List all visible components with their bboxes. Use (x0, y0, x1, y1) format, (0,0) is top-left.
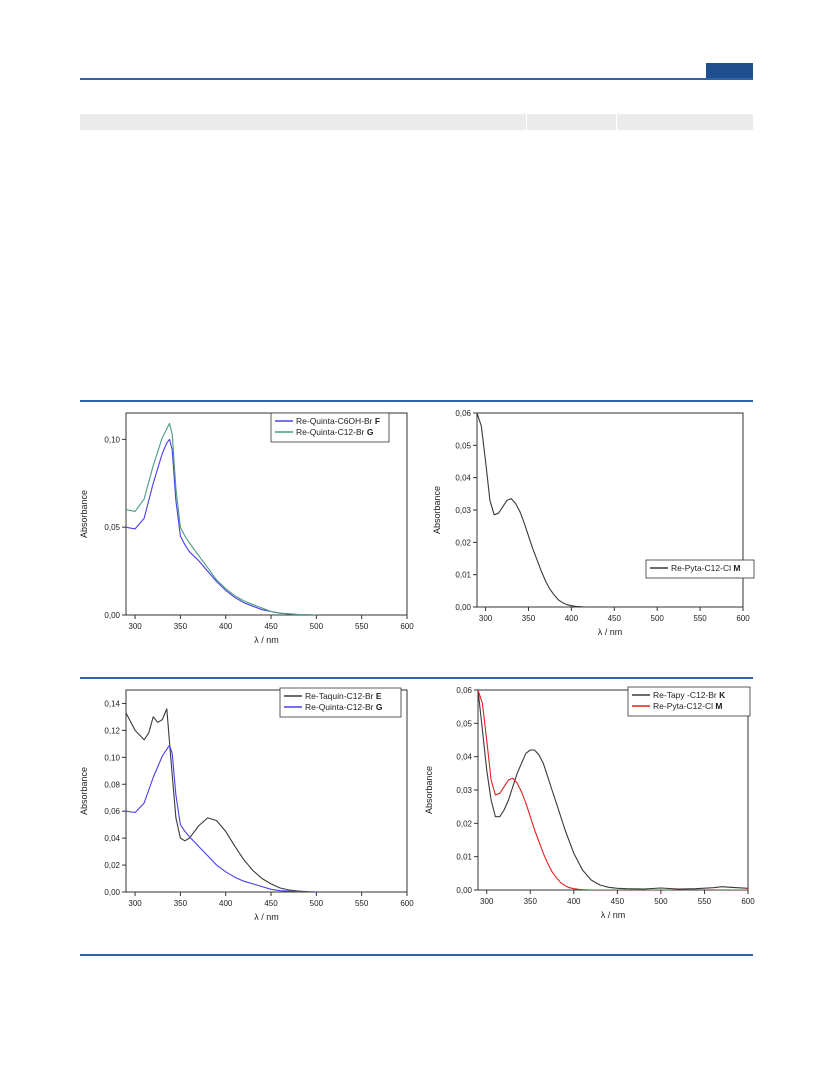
x-tick-label: 450 (264, 622, 278, 631)
y-axis-label: Absorbance (424, 766, 434, 814)
chart-4: 300 350 400 450 500 550 600 0,00 0,01 0,02 0,03 0,0… (424, 686, 755, 920)
x-tick-label: 550 (693, 614, 707, 623)
legend-box (645, 559, 755, 579)
x-tick-label: 400 (567, 897, 581, 906)
y-axis-label: Absorbance (79, 767, 89, 815)
y-axis-label: Absorbance (79, 490, 89, 538)
legend-label: Re-Pyta-C12-Cl M (671, 563, 740, 573)
x-tick-label: 400 (219, 899, 233, 908)
x-tick-label: 350 (174, 622, 188, 631)
y-tick-label: 0,02 (455, 538, 471, 547)
x-tick-label: 550 (698, 897, 712, 906)
header-badge (706, 63, 753, 78)
x-tick-label: 350 (522, 614, 536, 623)
legend-label: Re-Taquin-C12-Br E (305, 691, 382, 701)
y-tick-label: 0,12 (104, 726, 120, 735)
y-axis-label: Absorbance (432, 486, 442, 534)
table-header-separator (526, 114, 527, 130)
x-tick-label: 350 (174, 899, 188, 908)
series-line (126, 744, 317, 892)
header-rule (80, 78, 753, 80)
y-tick-label: 0,04 (456, 753, 472, 762)
x-tick-label: 600 (400, 899, 414, 908)
series-line (478, 690, 748, 890)
legend-label: Re-Tapy -C12-Br K (653, 690, 726, 700)
y-tick-label: 0,03 (455, 506, 471, 515)
table-header-bar (80, 114, 753, 130)
x-tick-label: 500 (651, 614, 665, 623)
legend-label: Re-Quinta-C12-Br G (305, 702, 383, 712)
y-tick-label: 0,06 (455, 409, 471, 418)
plot-frame (477, 689, 749, 891)
chart-1: 300 350 400 450 500 550 600 0,00 0,05 0,10 λ / nm A… (79, 412, 414, 645)
y-tick-label: 0,08 (104, 780, 120, 789)
y-tick-label: 0,01 (456, 853, 472, 862)
x-tick-label: 300 (480, 897, 494, 906)
y-tick-label: 0,02 (104, 861, 120, 870)
y-tick-label: 0,00 (456, 886, 472, 895)
series-line (126, 422, 317, 615)
x-tick-label: 450 (611, 897, 625, 906)
x-tick-label: 550 (355, 622, 369, 631)
x-tick-label: 350 (524, 897, 538, 906)
y-tick-label: 0,04 (455, 474, 471, 483)
y-tick-label: 0,14 (104, 699, 120, 708)
series-line (478, 690, 748, 890)
x-tick-label: 600 (736, 614, 750, 623)
legend-label: Re-Quinta-C6OH-Br F (296, 416, 380, 426)
legend-label: Re-Quinta-C12-Br G (296, 427, 374, 437)
x-tick-label: 500 (654, 897, 668, 906)
y-tick-label: 0,00 (104, 611, 120, 620)
y-tick-label: 0,02 (456, 819, 472, 828)
x-tick-label: 300 (479, 614, 493, 623)
chart-3: 300 350 400 450 500 550 600 0,00 0,02 0,04 0,06 0,0… (79, 687, 414, 922)
x-tick-label: 400 (565, 614, 579, 623)
legend-label: Re-Pyta-C12-Cl M (653, 701, 722, 711)
y-tick-label: 0,06 (456, 686, 472, 695)
figure-top-rule (80, 400, 753, 402)
x-tick-label: 600 (741, 897, 755, 906)
x-tick-label: 450 (608, 614, 622, 623)
x-tick-label: 600 (400, 622, 414, 631)
plot-frame (125, 412, 408, 616)
figure-middle-rule (80, 677, 753, 679)
x-tick-label: 300 (128, 622, 142, 631)
x-axis-label: λ / nm (254, 912, 279, 922)
x-tick-label: 500 (310, 622, 324, 631)
y-tick-label: 0,05 (455, 441, 471, 450)
figure-bottom-rule (80, 954, 753, 956)
x-tick-label: 300 (128, 899, 142, 908)
legend-box (270, 412, 390, 443)
y-tick-label: 0,00 (455, 603, 471, 612)
legend-box (627, 686, 751, 717)
x-tick-label: 450 (264, 899, 278, 908)
x-axis-label: λ / nm (601, 910, 626, 920)
y-tick-label: 0,00 (104, 888, 120, 897)
series-line (477, 413, 589, 607)
y-tick-label: 0,03 (456, 786, 472, 795)
x-tick-label: 550 (355, 899, 369, 908)
chart-2: 300 350 400 450 500 550 600 0,00 0,01 0,02 0,03 0,0… (432, 409, 755, 637)
x-axis-label: λ / nm (254, 635, 279, 645)
y-tick-label: 0,04 (104, 834, 120, 843)
x-tick-label: 400 (219, 622, 233, 631)
legend-box (279, 687, 402, 718)
y-tick-label: 0,05 (456, 719, 472, 728)
y-tick-label: 0,06 (104, 807, 120, 816)
x-tick-label: 500 (310, 899, 324, 908)
x-axis-label: λ / nm (598, 627, 623, 637)
y-tick-label: 0,10 (104, 435, 120, 444)
y-tick-label: 0,05 (104, 523, 120, 532)
table-header-separator (616, 114, 617, 130)
series-line (126, 708, 317, 892)
y-tick-label: 0,10 (104, 753, 120, 762)
plot-frame (125, 689, 408, 893)
y-tick-label: 0,01 (455, 571, 471, 580)
series-line (126, 438, 317, 615)
